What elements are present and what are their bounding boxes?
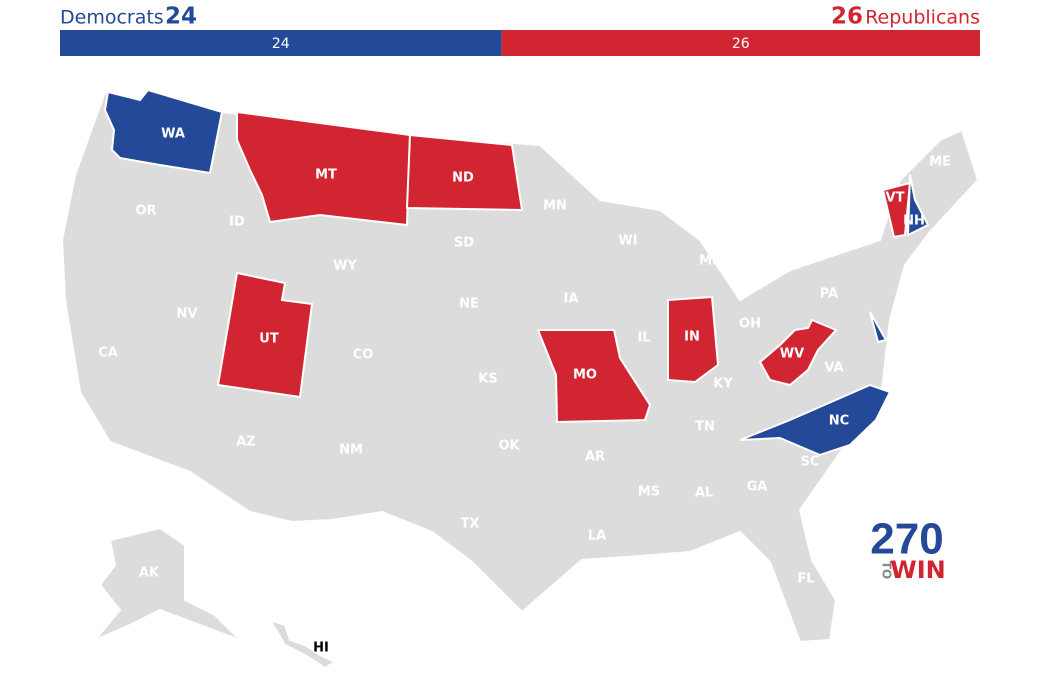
state-label: MI [699, 254, 717, 269]
state-label: FL [797, 572, 814, 587]
state-label: ME [929, 155, 951, 170]
logo-to: TO [880, 561, 894, 579]
rep-bar-label: 26 [732, 36, 750, 52]
state-label: AL [695, 486, 713, 501]
state-label: VA [824, 361, 843, 376]
state-label: ID [229, 215, 245, 230]
state-label: CO [353, 348, 374, 363]
state-label: NV [177, 307, 198, 322]
state-label: MO [573, 368, 597, 383]
state-label: ND [452, 171, 474, 186]
state-shape [758, 318, 838, 387]
state-label: CA [98, 346, 118, 361]
state-label: WI [618, 234, 637, 249]
state-label: AK [139, 566, 160, 581]
state-label: PA [820, 287, 838, 302]
state-label: IN [684, 330, 700, 345]
state-shape [216, 271, 314, 399]
us-silhouette [60, 90, 980, 670]
state-label: MN [543, 199, 567, 214]
state-label: GA [747, 480, 768, 495]
dem-count: 24 [165, 4, 197, 30]
state-label: AR [585, 450, 605, 465]
rep-label: Republicans [865, 7, 980, 29]
dem-bar [60, 30, 502, 56]
state-shape [667, 295, 720, 384]
state-label: TX [461, 517, 480, 532]
state-label: HI [313, 641, 329, 656]
state-label: SD [454, 236, 474, 251]
state-label: NY [854, 234, 875, 249]
state-shape [739, 383, 892, 457]
state-shape [103, 88, 224, 175]
logo: 270 TO WIN [870, 515, 945, 584]
state-label: TN [695, 420, 715, 435]
state-label: NC [829, 414, 849, 429]
state-label: WA [161, 127, 185, 142]
state-shape [536, 329, 652, 424]
state-label: MT [315, 168, 337, 183]
rep-bar [501, 30, 980, 56]
state-label: UT [259, 332, 279, 347]
logo-number: 270 [870, 515, 943, 564]
state-label: MS [638, 485, 660, 500]
state-label: OH [739, 317, 761, 332]
state-label: OK [498, 439, 520, 454]
state-shape [906, 174, 930, 237]
state-label: OR [135, 204, 156, 219]
state-shape [881, 181, 912, 239]
dem-bar-label: 24 [272, 36, 290, 52]
state-label: AZ [236, 435, 256, 450]
state-label: LA [588, 529, 606, 544]
rep-count: 26 [831, 4, 863, 30]
state-label: NH [903, 214, 925, 229]
logo-win: WIN [890, 556, 946, 584]
state-shape [869, 311, 888, 344]
state-label: WV [780, 347, 804, 362]
state-label: WY [333, 259, 357, 274]
state-label: NM [339, 443, 363, 458]
state-shape [405, 133, 524, 212]
state-label: NE [459, 297, 479, 312]
state-label: IL [637, 331, 650, 346]
state-label: IA [564, 292, 579, 307]
state-label: VT [886, 191, 905, 206]
state-label: KY [713, 377, 733, 392]
dem-label: Democrats [60, 7, 164, 29]
state-label: KS [478, 372, 497, 387]
state-label: SC [801, 455, 820, 470]
